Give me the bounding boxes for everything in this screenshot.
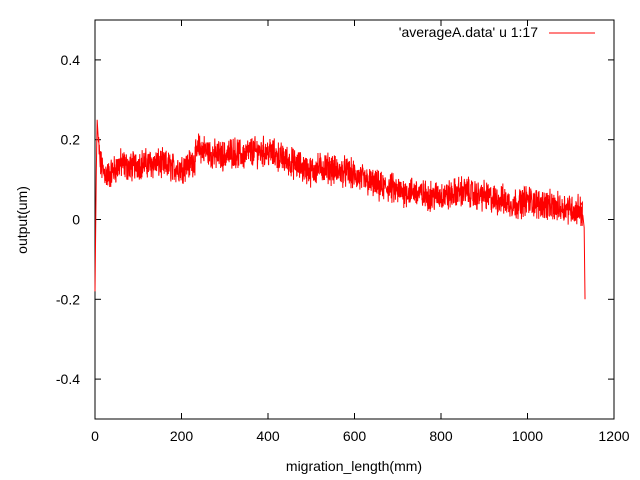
y-tick-label: -0.4 xyxy=(56,371,80,387)
y-axis-title: output(um) xyxy=(14,186,30,254)
ticks xyxy=(94,20,615,419)
legend-label: 'averageA.data' u 1:17 xyxy=(399,24,538,40)
x-tick-label: 200 xyxy=(170,428,194,444)
y-tick-label: -0.2 xyxy=(56,291,80,307)
series-line xyxy=(94,119,586,300)
x-axis-title: migration_length(mm) xyxy=(286,458,422,474)
y-tick-label: 0.2 xyxy=(61,132,81,148)
y-tick-label: 0 xyxy=(72,212,80,228)
x-tick-label: 1200 xyxy=(598,428,629,444)
y-tick-label: 0.4 xyxy=(61,52,81,68)
x-tick-label: 1000 xyxy=(512,428,543,444)
series-layer xyxy=(94,119,586,300)
x-tick-label: 400 xyxy=(256,428,280,444)
plot-frame xyxy=(94,19,615,420)
x-tick-label: 0 xyxy=(91,428,99,444)
x-tick-label: 600 xyxy=(343,428,367,444)
tick-labels: 0 200 400 600 800 1000 1200 -0.4 -0.2 0 0.2 0.4 xyxy=(56,52,630,444)
legend: 'averageA.data' u 1:17 xyxy=(399,24,595,40)
x-tick-label: 800 xyxy=(429,428,453,444)
